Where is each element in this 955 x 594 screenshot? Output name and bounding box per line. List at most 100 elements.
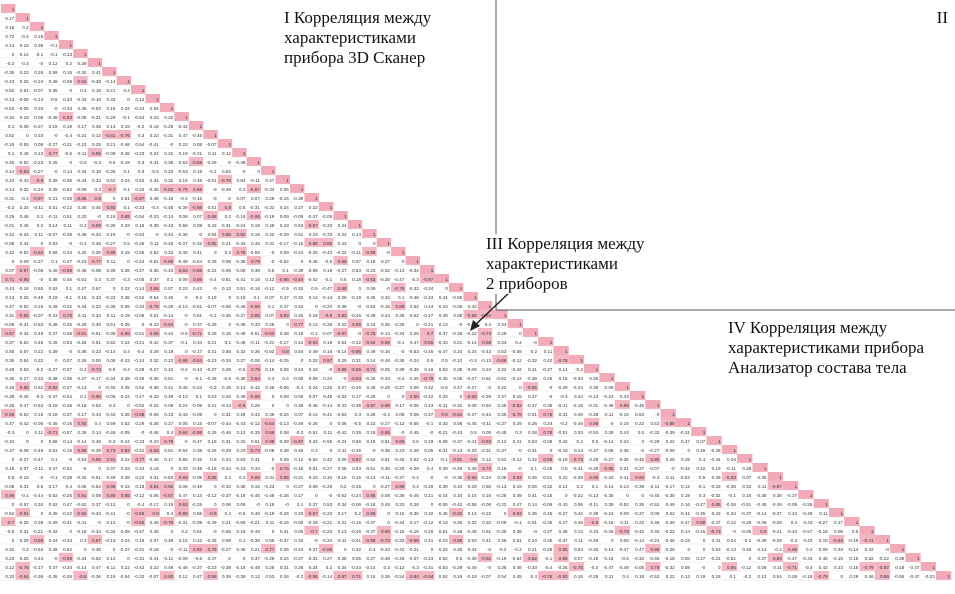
highlighted-cell bbox=[347, 364, 363, 373]
matrix-cell-value: 0.42 bbox=[865, 547, 874, 552]
matrix-cell-value: -0.41 bbox=[437, 403, 448, 408]
matrix-cell-value: 0 bbox=[257, 169, 260, 174]
matrix-cell-value: -0 bbox=[227, 196, 232, 201]
matrix-cell-value: -0.18 bbox=[249, 286, 260, 291]
matrix-cell-value: -0.14 bbox=[322, 403, 333, 408]
highlighted-cell bbox=[159, 319, 175, 328]
highlighted-cell bbox=[376, 535, 392, 544]
matrix-cell-value: -0.06 bbox=[33, 421, 44, 426]
matrix-cell-value: 0.1 bbox=[239, 538, 246, 543]
matrix-cell-value: 1 bbox=[387, 241, 390, 246]
matrix-cell-value: -0.13 bbox=[588, 493, 599, 498]
matrix-cell-value: 1 bbox=[886, 538, 889, 543]
matrix-cell-value: -0 bbox=[701, 565, 706, 570]
matrix-cell-value: 0.4 bbox=[485, 322, 492, 327]
matrix-cell-value: -0.16 bbox=[379, 349, 390, 354]
matrix-cell-value: 0.84 bbox=[773, 556, 782, 561]
matrix-cell-value: 0.8 bbox=[152, 511, 159, 516]
matrix-cell-value: -0.41 bbox=[148, 556, 159, 561]
matrix-cell-value: -0.25 bbox=[134, 241, 145, 246]
matrix-cell-value: -0.36 bbox=[235, 259, 246, 264]
matrix-cell-value: -0.33 bbox=[62, 106, 73, 111]
matrix-cell-value: 0.2 bbox=[577, 439, 584, 444]
matrix-cell-value: -0.22 bbox=[664, 529, 675, 534]
highlighted-cell bbox=[1, 328, 16, 337]
matrix-cell-value: -0.76 bbox=[542, 574, 553, 579]
matrix-cell-value: 0.11 bbox=[338, 448, 347, 453]
highlighted-cell bbox=[145, 508, 160, 517]
matrix-cell-value: 0.39 bbox=[280, 457, 289, 462]
matrix-cell-value: -0 bbox=[169, 547, 174, 552]
matrix-cell-value: -0.46 bbox=[603, 403, 614, 408]
matrix-cell-value: 0.07 bbox=[309, 394, 318, 399]
matrix-cell-value: -0.55 bbox=[221, 529, 232, 534]
matrix-cell-value: -0.07 bbox=[47, 232, 58, 237]
matrix-cell-value: -0.4 bbox=[180, 367, 188, 372]
matrix-cell-value: 0.49 bbox=[309, 349, 318, 354]
matrix-cell-value: -0.08 bbox=[18, 448, 29, 453]
matrix-cell-value: -0.42 bbox=[62, 304, 73, 309]
matrix-cell-value: -0.1 bbox=[35, 52, 43, 57]
quadrant-3-line-1: III Корреляция между bbox=[486, 234, 645, 253]
matrix-cell-value: -0.31 bbox=[249, 205, 260, 210]
matrix-cell-value: -0.14 bbox=[105, 79, 116, 84]
matrix-cell-value: -0.11 bbox=[33, 466, 44, 471]
matrix-cell-value: 0 bbox=[565, 493, 568, 498]
matrix-cell-value: 0.47 bbox=[63, 502, 72, 507]
highlighted-cell bbox=[131, 517, 146, 526]
matrix-cell-value: 1 bbox=[445, 277, 448, 282]
matrix-cell-value: -0.85 bbox=[76, 196, 87, 201]
matrix-cell-value: -0.28 bbox=[771, 520, 782, 525]
matrix-cell-value: -0.16 bbox=[62, 421, 73, 426]
matrix-cell-value: 0.27 bbox=[78, 376, 87, 381]
matrix-cell-value: 1 bbox=[330, 205, 333, 210]
matrix-cell-value: 0.19 bbox=[49, 295, 58, 300]
matrix-cell-value: 0.64 bbox=[251, 376, 260, 381]
highlighted-cell bbox=[333, 256, 348, 265]
matrix-cell-value: 0.29 bbox=[513, 421, 522, 426]
matrix-cell-value: -0.51 bbox=[206, 178, 217, 183]
matrix-cell-value: -0.26 bbox=[278, 511, 289, 516]
matrix-cell-value: -0.5 bbox=[353, 421, 361, 426]
matrix-cell-value: 0.08 bbox=[497, 475, 506, 480]
matrix-cell-value: 0.44 bbox=[574, 394, 583, 399]
matrix-cell-value: -0.51 bbox=[725, 556, 736, 561]
matrix-cell-value: -0.39 bbox=[18, 124, 29, 129]
matrix-cell-value: 0.11 bbox=[666, 475, 675, 480]
matrix-cell-value: 0.51 bbox=[164, 448, 173, 453]
matrix-cell-value: 0.58 bbox=[179, 223, 188, 228]
matrix-cell-value: 0.52 bbox=[49, 502, 58, 507]
matrix-cell-value: 0.13 bbox=[236, 430, 245, 435]
highlighted-cell bbox=[783, 544, 799, 553]
highlighted-cell bbox=[188, 544, 204, 553]
matrix-cell-value: 0.35 bbox=[5, 376, 14, 381]
matrix-cell-value: -0.83 bbox=[481, 439, 492, 444]
matrix-cell-value: 0.18 bbox=[712, 574, 721, 579]
matrix-cell-value: -0.28 bbox=[588, 574, 599, 579]
matrix-cell-value: -0.39 bbox=[192, 520, 203, 525]
matrix-cell-value: 0.95 bbox=[92, 151, 101, 156]
highlighted-cell bbox=[203, 238, 218, 247]
matrix-cell-value: -0 bbox=[518, 448, 523, 453]
matrix-cell-value: -0.33 bbox=[322, 223, 333, 228]
matrix-cell-value: 0.96 bbox=[78, 448, 87, 453]
matrix-cell-value: 0.26 bbox=[294, 565, 303, 570]
matrix-cell-value: 0 bbox=[98, 385, 101, 390]
matrix-cell-value: -0.1 bbox=[544, 556, 552, 561]
highlighted-cell bbox=[721, 472, 738, 481]
highlighted-cell bbox=[645, 562, 661, 571]
matrix-cell-value: -0.1 bbox=[209, 313, 217, 318]
matrix-cell-value: 0.25 bbox=[20, 556, 29, 561]
matrix-cell-value: -0.33 bbox=[134, 439, 145, 444]
matrix-cell-value: -0.24 bbox=[649, 538, 660, 543]
matrix-cell-value: 0.37 bbox=[309, 547, 318, 552]
matrix-cell-value: -0 bbox=[444, 475, 449, 480]
matrix-cell-value: 0.29 bbox=[468, 484, 477, 489]
matrix-cell-value: -0.64 bbox=[264, 421, 275, 426]
matrix-cell-value: 0.44 bbox=[280, 556, 289, 561]
matrix-cell-value: -0.07 bbox=[408, 556, 419, 561]
matrix-cell-value: 0.42 bbox=[309, 439, 318, 444]
matrix-cell-value: -0.17 bbox=[278, 241, 289, 246]
matrix-cell-value: 0 bbox=[228, 322, 231, 327]
matrix-cell-value: 0.19 bbox=[164, 502, 173, 507]
